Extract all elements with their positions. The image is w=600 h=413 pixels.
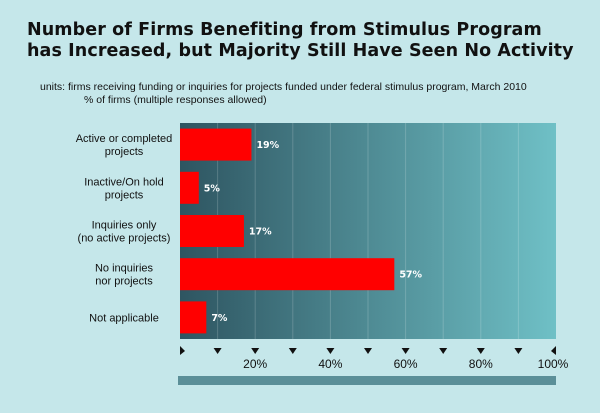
category-label: Active or completed projects bbox=[76, 133, 173, 158]
axis-tick bbox=[326, 348, 335, 354]
tick-label: 40% bbox=[318, 357, 342, 371]
units-line-1: units: firms receiving funding or inquir… bbox=[40, 81, 527, 93]
axis-tick bbox=[514, 348, 523, 354]
axis-tick bbox=[364, 348, 372, 354]
axis-tick bbox=[439, 348, 448, 354]
tick-label: 20% bbox=[243, 357, 267, 371]
category-label: Inquiries only (no active projects) bbox=[78, 220, 171, 245]
chart-title: Number of Firms Benefiting from Stimulus… bbox=[27, 20, 587, 62]
axis-tick bbox=[180, 346, 185, 355]
tick-label: 80% bbox=[469, 357, 493, 371]
bar bbox=[180, 128, 252, 161]
bar bbox=[180, 215, 244, 247]
category-label: Not applicable bbox=[89, 312, 159, 324]
axis-tick bbox=[251, 348, 260, 354]
data-label: 19% bbox=[256, 140, 279, 151]
axis-tick bbox=[213, 348, 222, 354]
tick-label: 60% bbox=[394, 357, 418, 371]
chart-units: units: firms receiving funding or inquir… bbox=[40, 81, 590, 107]
chart-title-line-1: Number of Firms Benefiting from Stimulus… bbox=[27, 20, 542, 40]
tick-label: 100% bbox=[538, 357, 569, 371]
axis-tick bbox=[288, 348, 297, 354]
category-label: No inquiries nor projects bbox=[95, 263, 154, 288]
data-label: 7% bbox=[211, 313, 228, 324]
data-label: 5% bbox=[204, 183, 221, 194]
data-label: 17% bbox=[249, 227, 272, 238]
bar bbox=[180, 301, 207, 334]
data-label: 57% bbox=[399, 270, 422, 281]
scrollbar-track[interactable] bbox=[178, 376, 556, 385]
units-line-2: % of firms (multiple responses allowed) bbox=[84, 94, 267, 106]
chart-title-line-2: has Increased, but Majority Still Have S… bbox=[27, 41, 574, 61]
category-label: Inactive/On hold projects bbox=[84, 176, 164, 201]
axis-tick bbox=[401, 348, 410, 354]
bar bbox=[180, 258, 395, 291]
bar bbox=[180, 171, 199, 204]
axis-tick bbox=[551, 346, 556, 355]
axis-tick bbox=[476, 348, 485, 354]
